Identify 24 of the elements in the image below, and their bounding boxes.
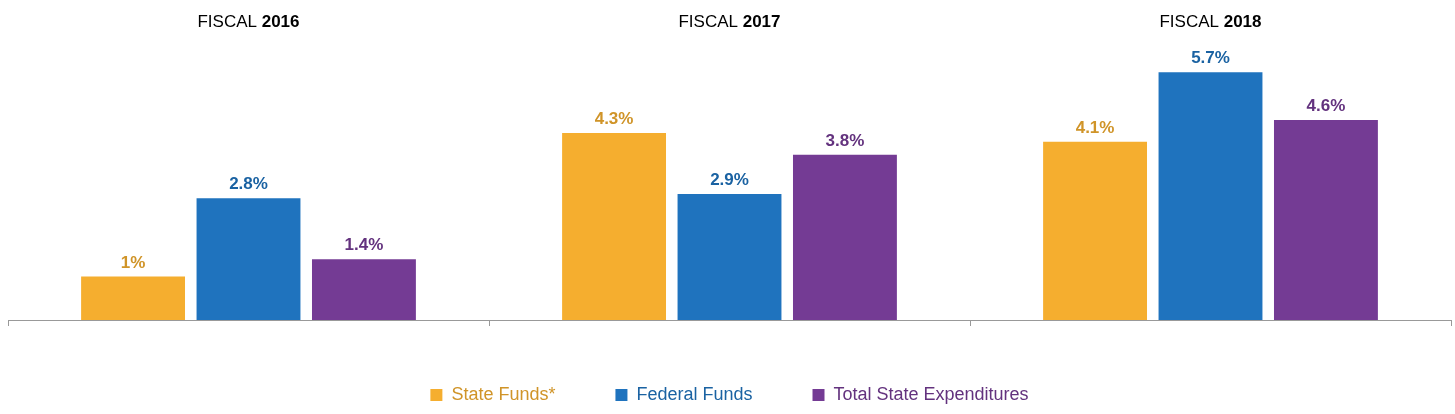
bar [196, 198, 301, 320]
bar [1043, 141, 1148, 320]
data-label: 4.1% [1075, 117, 1115, 137]
x-tick-label: FISCAL 2016 [197, 11, 300, 31]
x-tick-label: FISCAL 2018 [1159, 11, 1262, 31]
data-label: 4.3% [594, 109, 634, 129]
bar [311, 259, 416, 320]
data-label: 3.8% [825, 131, 865, 150]
legend-label: Total State Expenditures [833, 383, 1029, 404]
bar [81, 276, 186, 320]
data-label: 4.6% [1306, 96, 1346, 116]
data-label: 1% [120, 252, 146, 272]
bar [792, 154, 897, 320]
legend-label: State Funds* [451, 383, 556, 404]
bar [562, 133, 667, 320]
data-label: 2.9% [710, 170, 749, 190]
x-tick-label: FISCAL 2017 [678, 11, 781, 31]
data-label: 2.8% [229, 174, 268, 194]
bar [677, 193, 782, 320]
data-label: 1.4% [344, 235, 384, 255]
bar [1158, 72, 1263, 320]
legend-label: Federal Funds [636, 383, 753, 404]
bar [1273, 120, 1378, 320]
data-label: 5.7% [1191, 48, 1230, 68]
